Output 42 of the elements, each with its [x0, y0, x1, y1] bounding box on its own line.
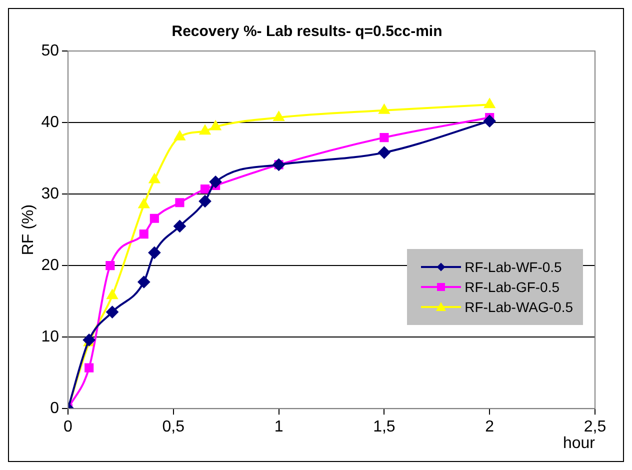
point — [139, 230, 148, 239]
y-tick-label: 0 — [50, 400, 60, 418]
y-tick-label: 10 — [41, 328, 60, 346]
point — [84, 363, 94, 372]
point — [138, 198, 150, 208]
point — [199, 195, 212, 208]
point — [106, 290, 118, 300]
point — [484, 115, 496, 128]
point — [174, 130, 186, 140]
point — [380, 133, 389, 142]
y-axis-title: RF (%) — [20, 204, 38, 256]
point — [138, 276, 150, 288]
point — [210, 176, 222, 188]
y-tick-label: 30 — [41, 185, 60, 202]
point — [174, 220, 186, 232]
legend-label: RF-Lab-WF-0.5 — [464, 259, 562, 275]
point — [149, 174, 160, 184]
point — [210, 120, 221, 130]
x-tick-label: 2 — [485, 418, 494, 436]
point — [273, 112, 284, 122]
point — [106, 261, 115, 270]
chart-title: Recovery %- Lab results- q=0.5cc-min — [172, 23, 442, 40]
point — [148, 246, 160, 259]
x-axis-title: hour — [562, 434, 596, 452]
y-tick-label: 50 — [41, 42, 60, 60]
x-tick-label: 0,5 — [162, 418, 185, 436]
x-tick-label: 1 — [274, 418, 284, 436]
point — [200, 184, 210, 194]
point — [175, 198, 184, 208]
legend-label: RF-Lab-GF-0.5 — [464, 279, 560, 295]
point — [378, 146, 390, 159]
point — [106, 306, 118, 318]
point — [484, 98, 495, 108]
y-tick-label: 20 — [41, 256, 60, 274]
legend-label: RF-Lab-WAG-0.5 — [464, 299, 573, 315]
point — [200, 125, 210, 135]
x-tick-label: 2,5 — [584, 418, 606, 436]
y-tick-label: 40 — [41, 114, 60, 131]
x-tick-label: 0 — [64, 418, 73, 436]
point — [378, 104, 390, 114]
x-tick-label: 1,5 — [373, 418, 396, 436]
point — [150, 214, 159, 223]
